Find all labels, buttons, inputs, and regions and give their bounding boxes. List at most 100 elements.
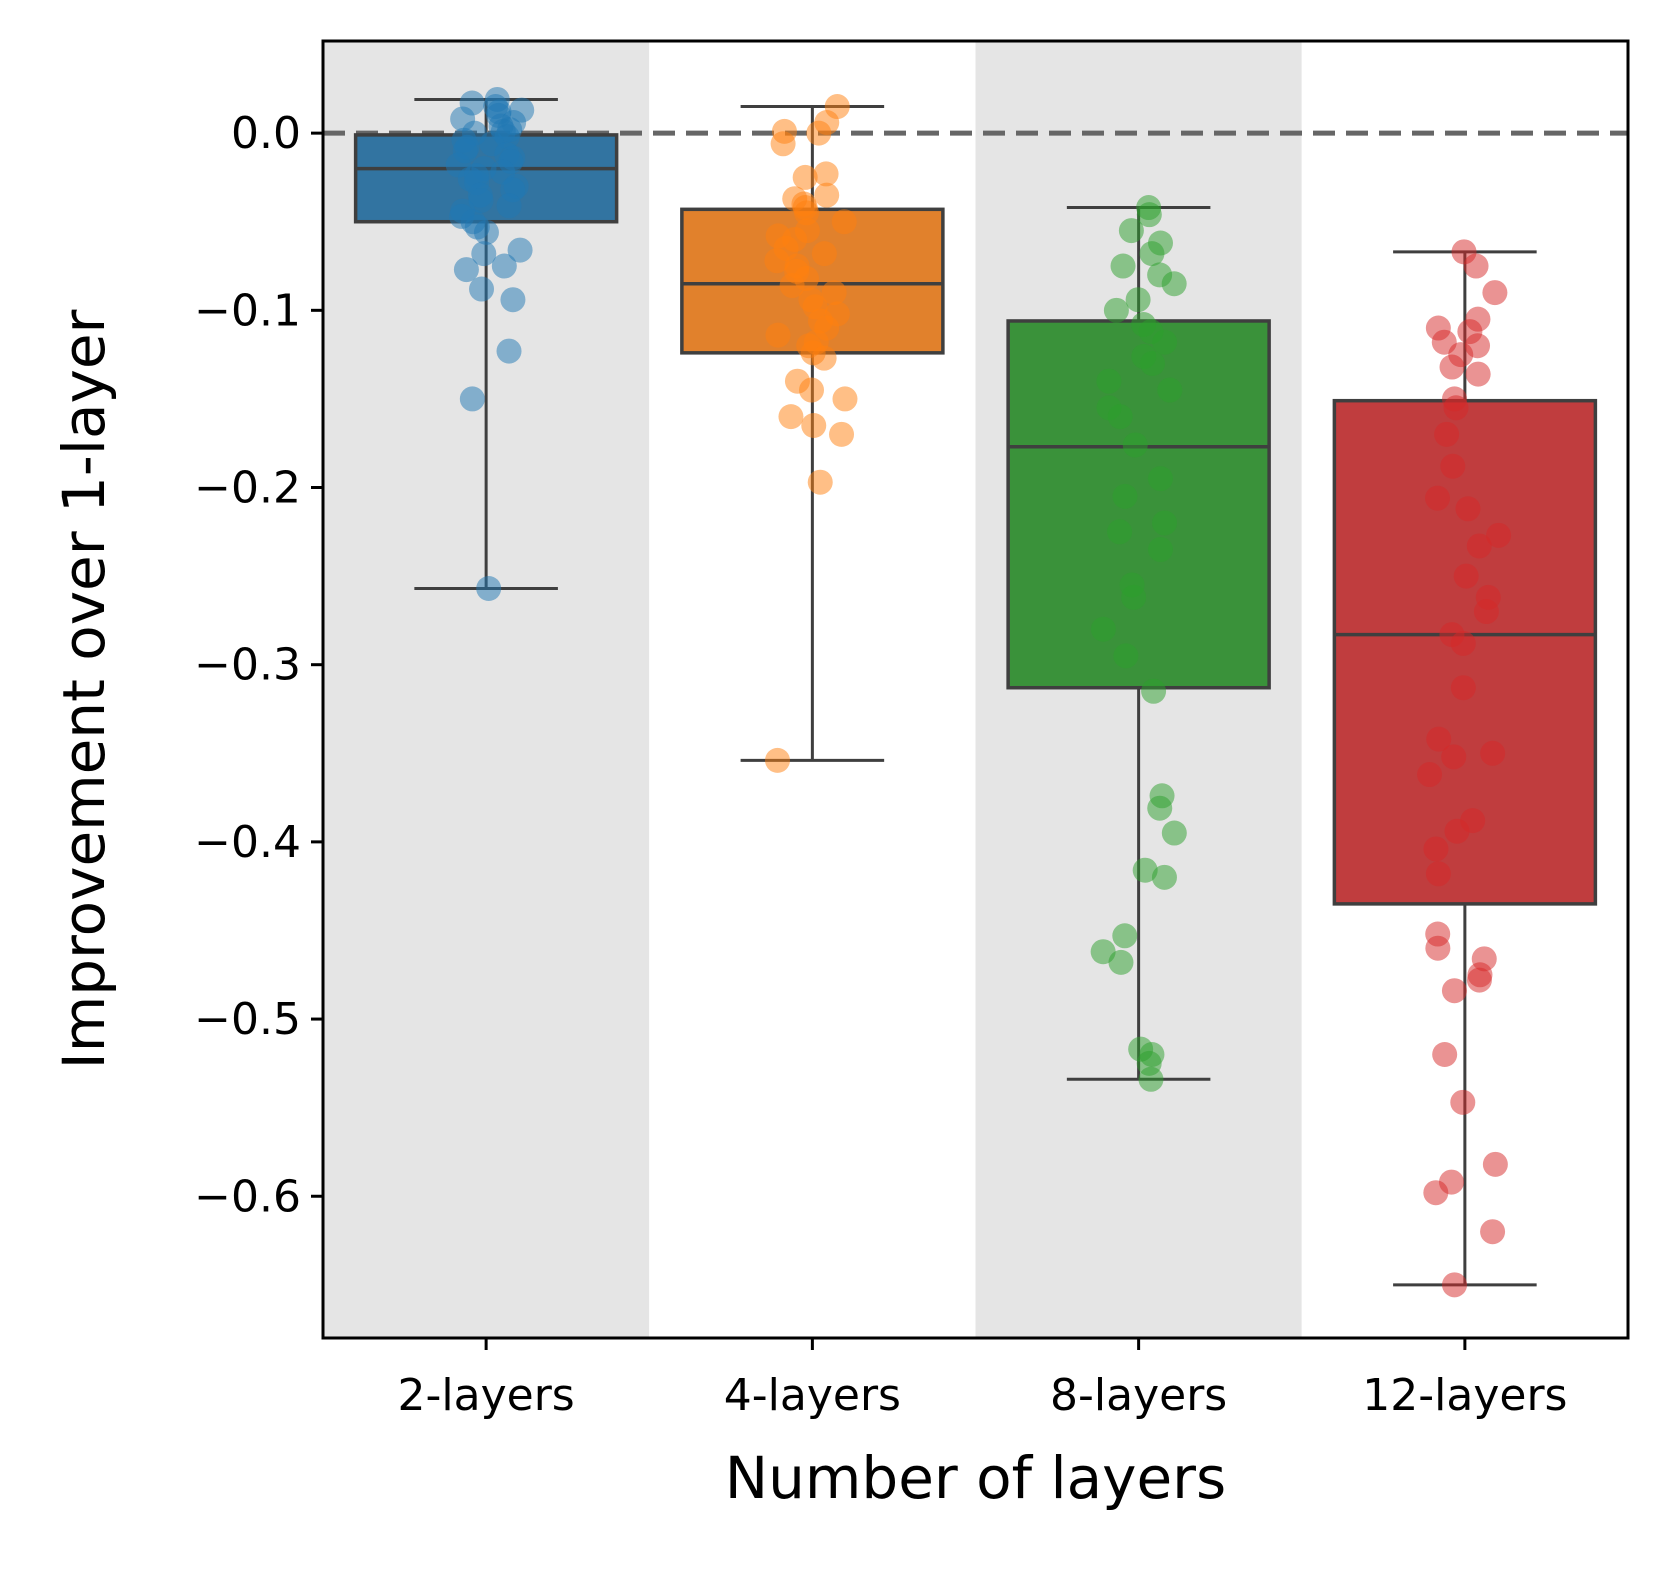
data-point-8-layers <box>1151 864 1177 890</box>
data-point-8-layers <box>1096 368 1122 394</box>
y-tick-label: −0.4 <box>194 817 301 868</box>
data-point-8-layers <box>1132 857 1158 883</box>
data-point-8-layers <box>1125 287 1151 313</box>
data-point-4-layers <box>821 280 847 306</box>
data-point-4-layers <box>794 200 820 226</box>
data-point-8-layers <box>1147 537 1173 563</box>
data-point-8-layers <box>1112 923 1138 949</box>
data-point-8-layers <box>1112 483 1138 509</box>
data-point-12-layers <box>1486 522 1512 548</box>
data-point-4-layers <box>765 747 791 773</box>
y-tick-label: −0.5 <box>194 994 301 1045</box>
data-point-12-layers <box>1441 978 1467 1004</box>
data-point-2-layers <box>491 253 517 279</box>
data-point-4-layers <box>832 386 858 412</box>
x-axis-title: Number of layers <box>725 1444 1227 1512</box>
y-tick-label: −0.1 <box>194 285 301 336</box>
data-point-12-layers <box>1480 740 1506 766</box>
data-point-12-layers <box>1439 354 1465 380</box>
y-tick-label: −0.2 <box>194 463 301 514</box>
data-point-4-layers <box>811 241 837 267</box>
data-point-2-layers <box>476 576 502 602</box>
data-point-12-layers <box>1432 1042 1458 1068</box>
data-point-8-layers <box>1152 510 1178 536</box>
data-point-12-layers <box>1450 1089 1476 1115</box>
data-point-2-layers <box>453 257 479 283</box>
data-point-12-layers <box>1466 533 1492 559</box>
data-point-12-layers <box>1426 726 1452 752</box>
data-point-12-layers <box>1440 453 1466 479</box>
data-point-8-layers <box>1090 616 1116 642</box>
x-tick-label: 2-layers <box>398 1370 575 1421</box>
data-point-2-layers <box>496 338 522 364</box>
data-point-12-layers <box>1482 1151 1508 1177</box>
data-point-8-layers <box>1103 297 1129 323</box>
data-point-8-layers <box>1136 202 1162 228</box>
data-point-8-layers <box>1107 519 1133 545</box>
data-point-12-layers <box>1463 253 1489 279</box>
x-axis-ticks: 2-layers 4-layers 8-layers 12-layers <box>398 1338 1567 1421</box>
data-point-2-layers <box>496 193 522 219</box>
data-point-12-layers <box>1473 599 1499 625</box>
data-point-12-layers <box>1466 967 1492 993</box>
data-point-12-layers <box>1465 361 1491 387</box>
data-point-12-layers <box>1444 818 1470 844</box>
data-point-12-layers <box>1443 395 1469 421</box>
data-point-8-layers <box>1147 466 1173 492</box>
data-point-8-layers <box>1110 253 1136 279</box>
y-tick-label: 0.0 <box>231 108 301 159</box>
data-point-8-layers <box>1138 1066 1164 1092</box>
data-point-2-layers <box>468 187 494 213</box>
data-point-2-layers <box>473 219 499 245</box>
data-point-12-layers <box>1453 563 1479 589</box>
data-point-4-layers <box>778 404 804 430</box>
data-point-4-layers <box>801 412 827 438</box>
data-point-4-layers <box>807 469 833 495</box>
data-point-4-layers <box>764 248 790 274</box>
data-point-4-layers <box>765 322 791 348</box>
data-point-8-layers <box>1122 432 1148 458</box>
y-axis-title: Improvement over 1-layer <box>50 309 118 1069</box>
data-point-4-layers <box>814 182 840 208</box>
x-tick-label: 4-layers <box>724 1370 901 1421</box>
data-point-4-layers <box>799 377 825 403</box>
y-axis-ticks: 0.0 −0.1 −0.2 −0.3 −0.4 −0.5 −0.6 <box>194 108 323 1222</box>
data-point-8-layers <box>1118 218 1144 244</box>
x-tick-label: 8-layers <box>1050 1370 1227 1421</box>
data-point-4-layers <box>813 161 839 187</box>
data-point-4-layers <box>792 164 818 190</box>
data-point-4-layers <box>770 131 796 157</box>
y-tick-label: −0.6 <box>194 1171 301 1222</box>
data-point-8-layers <box>1147 795 1173 821</box>
data-point-8-layers <box>1141 678 1167 704</box>
data-point-2-layers <box>471 241 497 267</box>
data-point-12-layers <box>1417 762 1443 788</box>
data-point-8-layers <box>1161 820 1187 846</box>
data-point-4-layers <box>811 345 837 371</box>
data-point-4-layers <box>829 421 855 447</box>
data-point-4-layers <box>779 273 805 299</box>
data-point-12-layers <box>1441 744 1467 770</box>
data-point-12-layers <box>1425 485 1451 511</box>
y-tick-label: −0.3 <box>194 640 301 691</box>
data-point-12-layers <box>1450 630 1476 656</box>
x-tick-label: 12-layers <box>1362 1370 1567 1421</box>
data-point-12-layers <box>1480 1219 1506 1245</box>
data-point-12-layers <box>1442 1272 1468 1298</box>
data-point-12-layers <box>1434 421 1460 447</box>
data-point-12-layers <box>1455 496 1481 522</box>
data-point-4-layers <box>806 120 832 146</box>
data-point-8-layers <box>1121 584 1147 610</box>
data-point-8-layers <box>1139 241 1165 267</box>
data-point-8-layers <box>1139 350 1165 376</box>
data-point-8-layers <box>1113 643 1139 669</box>
data-point-2-layers <box>459 386 485 412</box>
data-point-2-layers <box>469 276 495 302</box>
data-point-12-layers <box>1423 1180 1449 1206</box>
data-point-12-layers <box>1482 280 1508 306</box>
box-8-layers <box>1006 319 1271 690</box>
data-point-12-layers <box>1450 675 1476 701</box>
data-point-8-layers <box>1152 329 1178 355</box>
data-point-8-layers <box>1108 949 1134 975</box>
